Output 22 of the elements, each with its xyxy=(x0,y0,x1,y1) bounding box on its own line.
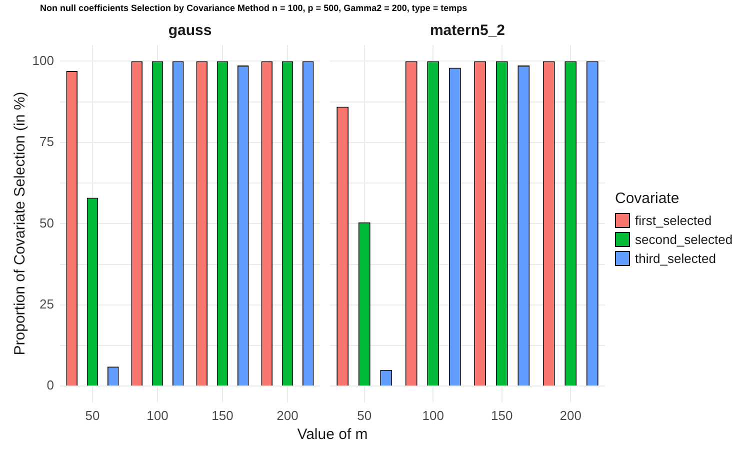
y-tick-label: 50 xyxy=(40,215,54,230)
chart-title: Non null coefficients Selection by Covariance Method n = 100, p = 500, Gamma2 = 200, type = temps xyxy=(40,3,468,13)
y-tick-label: 75 xyxy=(40,134,54,150)
y-axis-title: Proportion of Covariate Selection (in %) xyxy=(12,90,28,358)
x-tick-label: 200 xyxy=(560,408,582,423)
x-tick-label: 100 xyxy=(146,408,168,423)
x-axis-title: Value of m xyxy=(296,426,369,443)
x-tick-label: 50 xyxy=(85,408,100,423)
chart-subtitle: matern5_2 xyxy=(428,22,506,39)
x-tick-label: 100 xyxy=(422,408,444,423)
legend-label: first_selected xyxy=(635,213,712,228)
x-tick-label: 50 xyxy=(357,408,372,423)
y-tick-label: 0 xyxy=(46,378,54,393)
legend-label: second_selected xyxy=(635,232,733,247)
legend-label: third_selected xyxy=(635,251,716,266)
x-tick-label: 150 xyxy=(212,408,234,423)
x-tick-label: 200 xyxy=(276,408,298,423)
y-tick-label: 100 xyxy=(32,52,54,68)
chart-subtitle: gauss xyxy=(167,22,213,39)
x-tick-label: 150 xyxy=(491,408,513,423)
legend-title: Covariate xyxy=(615,190,680,207)
y-tick-label: 25 xyxy=(40,296,54,312)
